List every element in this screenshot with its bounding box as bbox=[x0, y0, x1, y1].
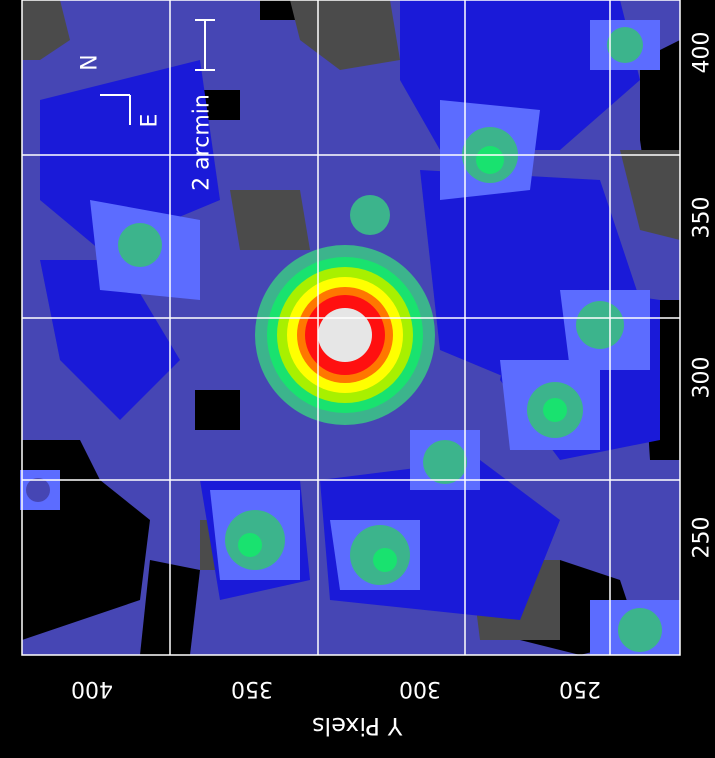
right-tick-250: 250 bbox=[689, 516, 715, 559]
intensity-image bbox=[20, 0, 680, 655]
coordinate-grid bbox=[21, 0, 681, 656]
scale-bar bbox=[195, 19, 215, 71]
y-axis-title: Y Pixels bbox=[0, 712, 715, 740]
north-label: N bbox=[77, 54, 103, 71]
east-label: E bbox=[137, 113, 163, 128]
right-tick-400: 400 bbox=[689, 31, 715, 74]
bottom-tick-400: 400 bbox=[71, 676, 113, 701]
right-tick-300: 300 bbox=[689, 356, 715, 399]
scale-label: 2 arcmin bbox=[189, 94, 215, 191]
bottom-tick-250: 250 bbox=[559, 676, 601, 701]
compass bbox=[100, 94, 131, 125]
bottom-tick-300: 300 bbox=[399, 676, 441, 701]
bottom-tick-350: 350 bbox=[231, 676, 273, 701]
y-axis-title-text: Y Pixels bbox=[312, 712, 403, 740]
right-tick-350: 350 bbox=[689, 196, 715, 239]
